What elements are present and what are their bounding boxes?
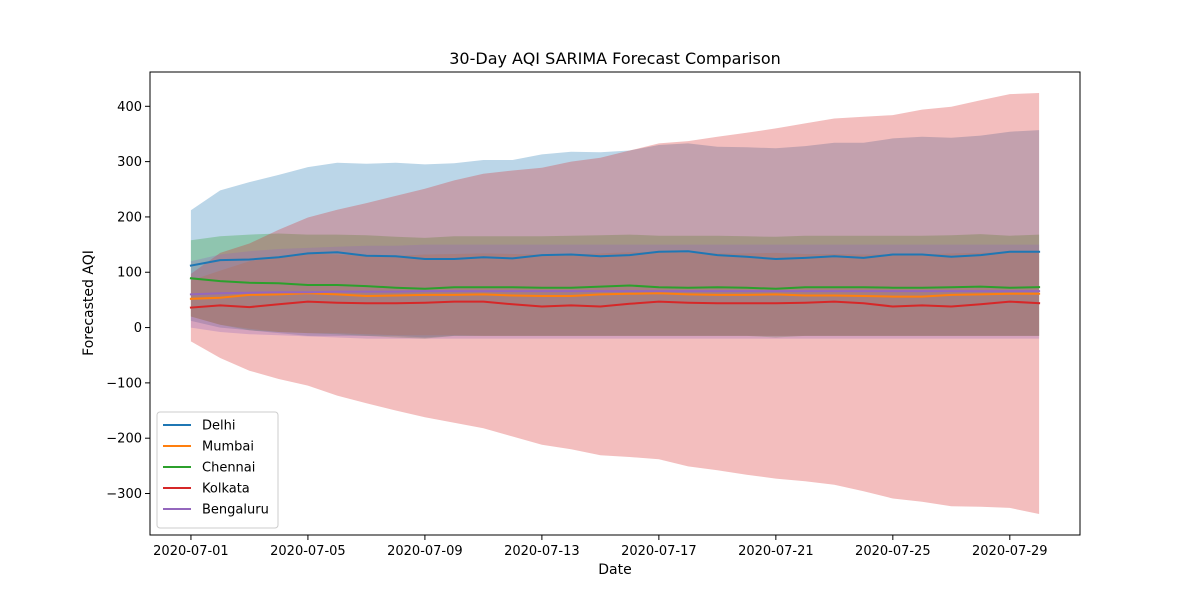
legend: Delhi Mumbai Chennai Kolkata Bengaluru <box>156 411 279 529</box>
y-tick-label: −200 <box>106 432 142 447</box>
y-tick-label: −300 <box>106 487 142 502</box>
legend-label-kolkata: Kolkata <box>202 482 250 497</box>
x-tick-label: 2020-07-29 <box>972 544 1048 559</box>
x-axis: 2020-07-01 2020-07-05 2020-07-09 2020-07-13… <box>153 535 1048 559</box>
x-tick-label: 2020-07-21 <box>738 544 814 559</box>
y-tick-label: 200 <box>117 210 142 225</box>
y-tick-label: 300 <box>117 155 142 170</box>
forecast-line-mumbai <box>189 292 1041 300</box>
x-axis-label: Date <box>598 562 631 578</box>
x-tick-label: 2020-07-25 <box>855 544 931 559</box>
forecast-line-bengaluru <box>189 290 1041 296</box>
x-tick-label: 2020-07-01 <box>153 544 229 559</box>
confidence-band-kolkata <box>190 93 1040 514</box>
legend-label-chennai: Chennai <box>202 461 255 476</box>
x-tick-label: 2020-07-09 <box>387 544 463 559</box>
legend-label-delhi: Delhi <box>202 419 235 434</box>
y-tick-label: 400 <box>117 100 142 115</box>
y-axis-label: Forecasted AQI <box>81 250 97 356</box>
x-tick-label: 2020-07-05 <box>270 544 346 559</box>
x-tick-label: 2020-07-13 <box>504 544 580 559</box>
plot-frame <box>149 71 1081 536</box>
chart-title: 30-Day AQI SARIMA Forecast Comparison <box>449 49 781 68</box>
confidence-band-delhi <box>190 130 1040 338</box>
y-tick-label: 0 <box>134 321 142 336</box>
legend-label-mumbai: Mumbai <box>202 440 254 455</box>
legend-label-bengaluru: Bengaluru <box>202 503 269 518</box>
forecast-lines <box>189 250 1041 309</box>
forecast-line-chennai <box>189 277 1041 290</box>
legend-box <box>156 411 279 529</box>
confidence-bands <box>190 93 1040 514</box>
x-tick-label: 2020-07-17 <box>621 544 697 559</box>
y-tick-label: 100 <box>117 266 142 281</box>
forecast-line-delhi <box>189 250 1041 267</box>
y-tick-label: −100 <box>106 376 142 391</box>
y-axis: −300 −200 −100 0 100 200 300 400 <box>106 100 150 502</box>
forecast-line-kolkata <box>189 300 1041 309</box>
